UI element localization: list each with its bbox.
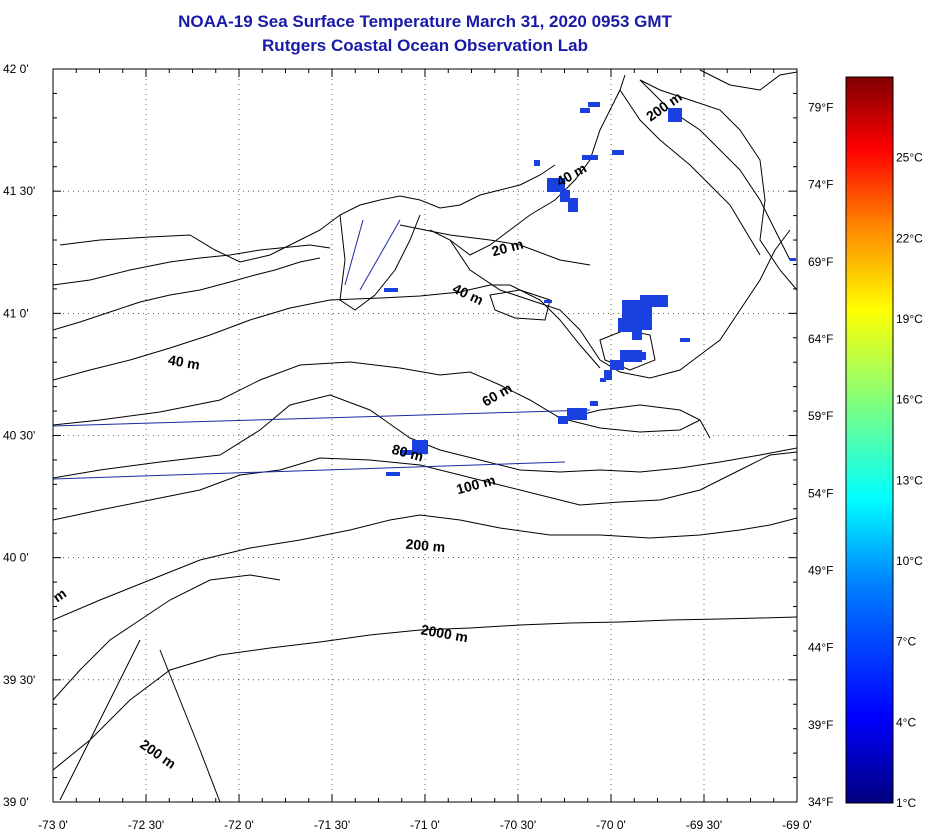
celsius-tick-label: 19°C xyxy=(896,312,923,326)
contour-label: 80 m xyxy=(390,441,425,465)
chart-title: NOAA-19 Sea Surface Temperature March 31… xyxy=(178,12,672,31)
latitude-labels: 42 0' 41 30' 41 0' 40 30' 40 0' 39 30' 39 0' xyxy=(3,62,35,809)
fahrenheit-tick-label: 39°F xyxy=(808,718,833,732)
sst-pixel xyxy=(612,150,624,155)
sst-pixel xyxy=(668,108,682,122)
sst-pixel xyxy=(640,295,668,307)
celsius-tick-label: 10°C xyxy=(896,554,923,568)
sst-pixel xyxy=(547,178,565,192)
fahrenheit-tick-label: 74°F xyxy=(808,178,833,192)
fahrenheit-tick-label: 54°F xyxy=(808,486,833,500)
sst-pixel xyxy=(590,401,598,406)
axis-ticks xyxy=(52,68,798,803)
lon-tick-label: -71 0' xyxy=(410,818,440,832)
lat-tick-label: 40 0' xyxy=(3,551,29,565)
lat-tick-label: 41 30' xyxy=(3,184,35,198)
contour-label: 200 m xyxy=(137,736,179,772)
sst-pixel xyxy=(582,155,598,160)
lon-tick-label: -73 0' xyxy=(38,818,68,832)
fahrenheit-tick-label: 79°F xyxy=(808,101,833,115)
coastline xyxy=(53,69,797,439)
longitude-labels: -73 0' -72 30' -72 0' -71 30' -71 0' -70 30' -… xyxy=(38,818,812,832)
celsius-tick-label: 25°C xyxy=(896,151,923,165)
fahrenheit-tick-label: 34°F xyxy=(808,795,833,809)
sst-pixel xyxy=(618,318,638,332)
sst-pixel xyxy=(384,288,398,292)
fahrenheit-tick-label: 59°F xyxy=(808,409,833,423)
lat-tick-label: 41 0' xyxy=(3,306,29,320)
sst-pixels xyxy=(384,102,796,476)
sst-pixel xyxy=(604,370,612,380)
contour-label: 40 m xyxy=(167,352,201,373)
sst-pixel xyxy=(412,440,428,454)
sst-pixel xyxy=(680,338,690,342)
celsius-tick-label: 22°C xyxy=(896,231,923,245)
bathymetry-contours xyxy=(53,79,797,802)
lon-tick-label: -72 0' xyxy=(224,818,254,832)
colorbar xyxy=(845,76,894,804)
celsius-labels: 25°C 22°C 19°C 16°C 13°C 10°C 7°C 4°C 1°C xyxy=(896,151,923,810)
celsius-tick-label: 4°C xyxy=(896,715,916,729)
sst-pixel xyxy=(588,102,600,107)
sst-pixel xyxy=(560,190,570,202)
sst-pixel xyxy=(558,416,568,424)
celsius-tick-label: 16°C xyxy=(896,393,923,407)
celsius-tick-label: 1°C xyxy=(896,796,916,810)
sst-pixel xyxy=(610,360,624,370)
chart-subtitle: Rutgers Coastal Ocean Observation Lab xyxy=(262,36,588,55)
sst-pixel xyxy=(568,198,578,212)
lon-tick-label: -69 30' xyxy=(686,818,722,832)
map-frame xyxy=(52,68,798,803)
lon-tick-label: -70 0' xyxy=(596,818,626,832)
lon-tick-label: -70 30' xyxy=(500,818,536,832)
lat-tick-label: 40 30' xyxy=(3,429,35,443)
sst-pixel xyxy=(386,472,400,476)
lon-tick-label: -71 30' xyxy=(314,818,350,832)
lat-tick-label: 42 0' xyxy=(3,62,29,76)
fahrenheit-labels: 79°F 74°F 69°F 64°F 59°F 54°F 49°F 44°F 39°F 34°F xyxy=(808,101,833,809)
sst-pixel xyxy=(600,378,606,382)
contour-label: 20 m xyxy=(490,236,525,260)
lon-tick-label: -72 30' xyxy=(128,818,164,832)
celsius-tick-label: 7°C xyxy=(896,635,916,649)
sst-pixel xyxy=(544,300,552,303)
lat-tick-label: 39 30' xyxy=(3,673,35,687)
contour-label: 40 m xyxy=(450,280,486,308)
sst-pixel xyxy=(567,408,587,420)
fahrenheit-tick-label: 44°F xyxy=(808,641,833,655)
sst-pixel xyxy=(534,160,540,166)
fahrenheit-tick-label: 69°F xyxy=(808,255,833,269)
fahrenheit-tick-label: 64°F xyxy=(808,332,833,346)
satellite-tracks xyxy=(53,219,591,480)
graticule xyxy=(52,68,798,803)
sst-pixel xyxy=(400,450,412,455)
lon-tick-label: -69 0' xyxy=(782,818,812,832)
sst-pixel xyxy=(790,258,796,261)
sst-pixel xyxy=(632,330,642,340)
sst-pixel xyxy=(636,352,646,360)
celsius-tick-label: 13°C xyxy=(896,473,923,487)
contour-label: 2000 m xyxy=(420,621,470,645)
sst-pixel xyxy=(580,108,590,113)
contour-label: 200 m xyxy=(405,536,446,555)
lat-tick-label: 39 0' xyxy=(3,795,29,809)
contour-label: 40 m xyxy=(553,160,589,190)
fahrenheit-tick-label: 49°F xyxy=(808,564,833,578)
